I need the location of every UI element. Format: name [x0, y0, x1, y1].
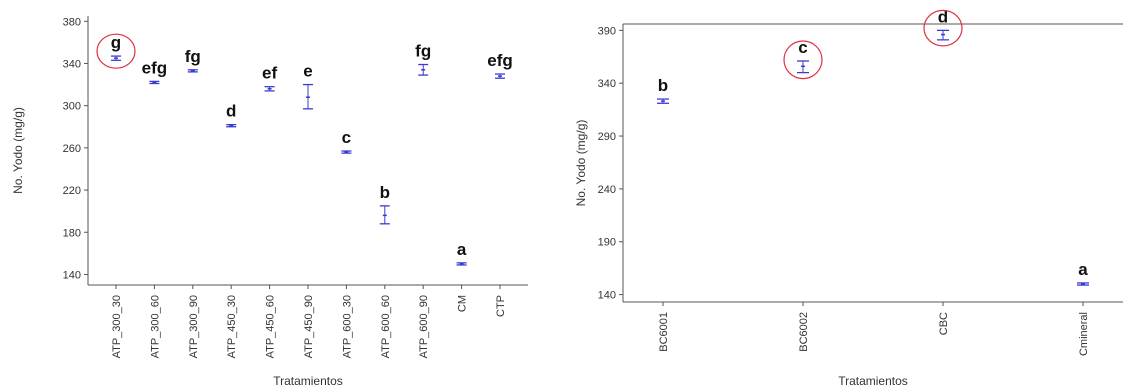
highlight-circle — [783, 40, 823, 80]
y-tick-label: 260 — [63, 143, 81, 155]
x-tick-label: ATP_450_60 — [265, 295, 277, 358]
y-tick-label: 180 — [63, 227, 81, 239]
x-tick-label: ATP_450_30 — [226, 295, 238, 358]
x-tick-label: ATP_300_60 — [149, 295, 161, 358]
group-letter: c — [798, 38, 807, 57]
x-tick-label: Cmineral — [1078, 312, 1090, 356]
x-axis-label: Tratamientos — [273, 374, 343, 388]
y-tick-label: 240 — [598, 184, 616, 196]
group-letter: d — [226, 102, 236, 121]
y-tick-label: 380 — [63, 16, 81, 28]
group-letter: a — [1078, 260, 1088, 279]
chart-left: 140 180 220 260 300 340 380 No. Yodo (mg/g) Trat… — [11, 16, 528, 388]
group-letter: d — [938, 7, 948, 26]
group-letter: g — [111, 33, 121, 52]
x-tick-label: BC6001 — [658, 312, 670, 352]
x-tick-label: ATP_300_90 — [188, 295, 200, 358]
y-tick-label: 190 — [598, 237, 616, 249]
group-letter: fg — [185, 47, 201, 66]
group-letter: a — [457, 240, 467, 259]
x-tick-label: CBC — [938, 312, 950, 335]
y-tick-label: 340 — [63, 58, 81, 70]
group-letter: b — [658, 76, 668, 95]
x-tick-label: CTP — [495, 295, 507, 317]
x-tick-label: ATP_450_90 — [303, 295, 315, 358]
y-axis-label: No. Yodo (mg/g) — [11, 107, 25, 194]
x-tick-label: ATP_600_60 — [380, 295, 392, 358]
group-letter: e — [303, 62, 312, 81]
y-tick-label: 290 — [598, 131, 616, 143]
x-axis-label: Tratamientos — [838, 374, 908, 388]
y-tick-label: 340 — [598, 78, 616, 90]
x-tick-label: ATP_300_30 — [111, 295, 123, 358]
x-tick-label: ATP_600_90 — [418, 295, 430, 358]
x-tick-label: BC6002 — [798, 312, 810, 352]
group-letter: b — [380, 183, 390, 202]
x-tick-label: ATP_600_30 — [341, 295, 353, 358]
highlight-circle — [96, 33, 136, 69]
y-axis-label: No. Yodo (mg/g) — [574, 120, 588, 207]
y-tick-label: 140 — [598, 290, 616, 302]
group-letter: ef — [262, 64, 277, 83]
highlight-circle — [923, 9, 963, 47]
y-tick-label: 300 — [63, 101, 81, 113]
y-tick-label: 220 — [63, 185, 81, 197]
y-tick-label: 390 — [598, 25, 616, 37]
group-letter: efg — [487, 51, 513, 70]
group-letter: efg — [142, 58, 168, 77]
group-letter: c — [342, 128, 351, 147]
chart-right: 140 190 240 290 340 390 No. Yodo (mg/g) Tratami… — [574, 7, 1123, 388]
group-letter: fg — [415, 42, 431, 61]
y-tick-label: 140 — [63, 269, 81, 281]
x-tick-label: CM — [457, 295, 469, 312]
